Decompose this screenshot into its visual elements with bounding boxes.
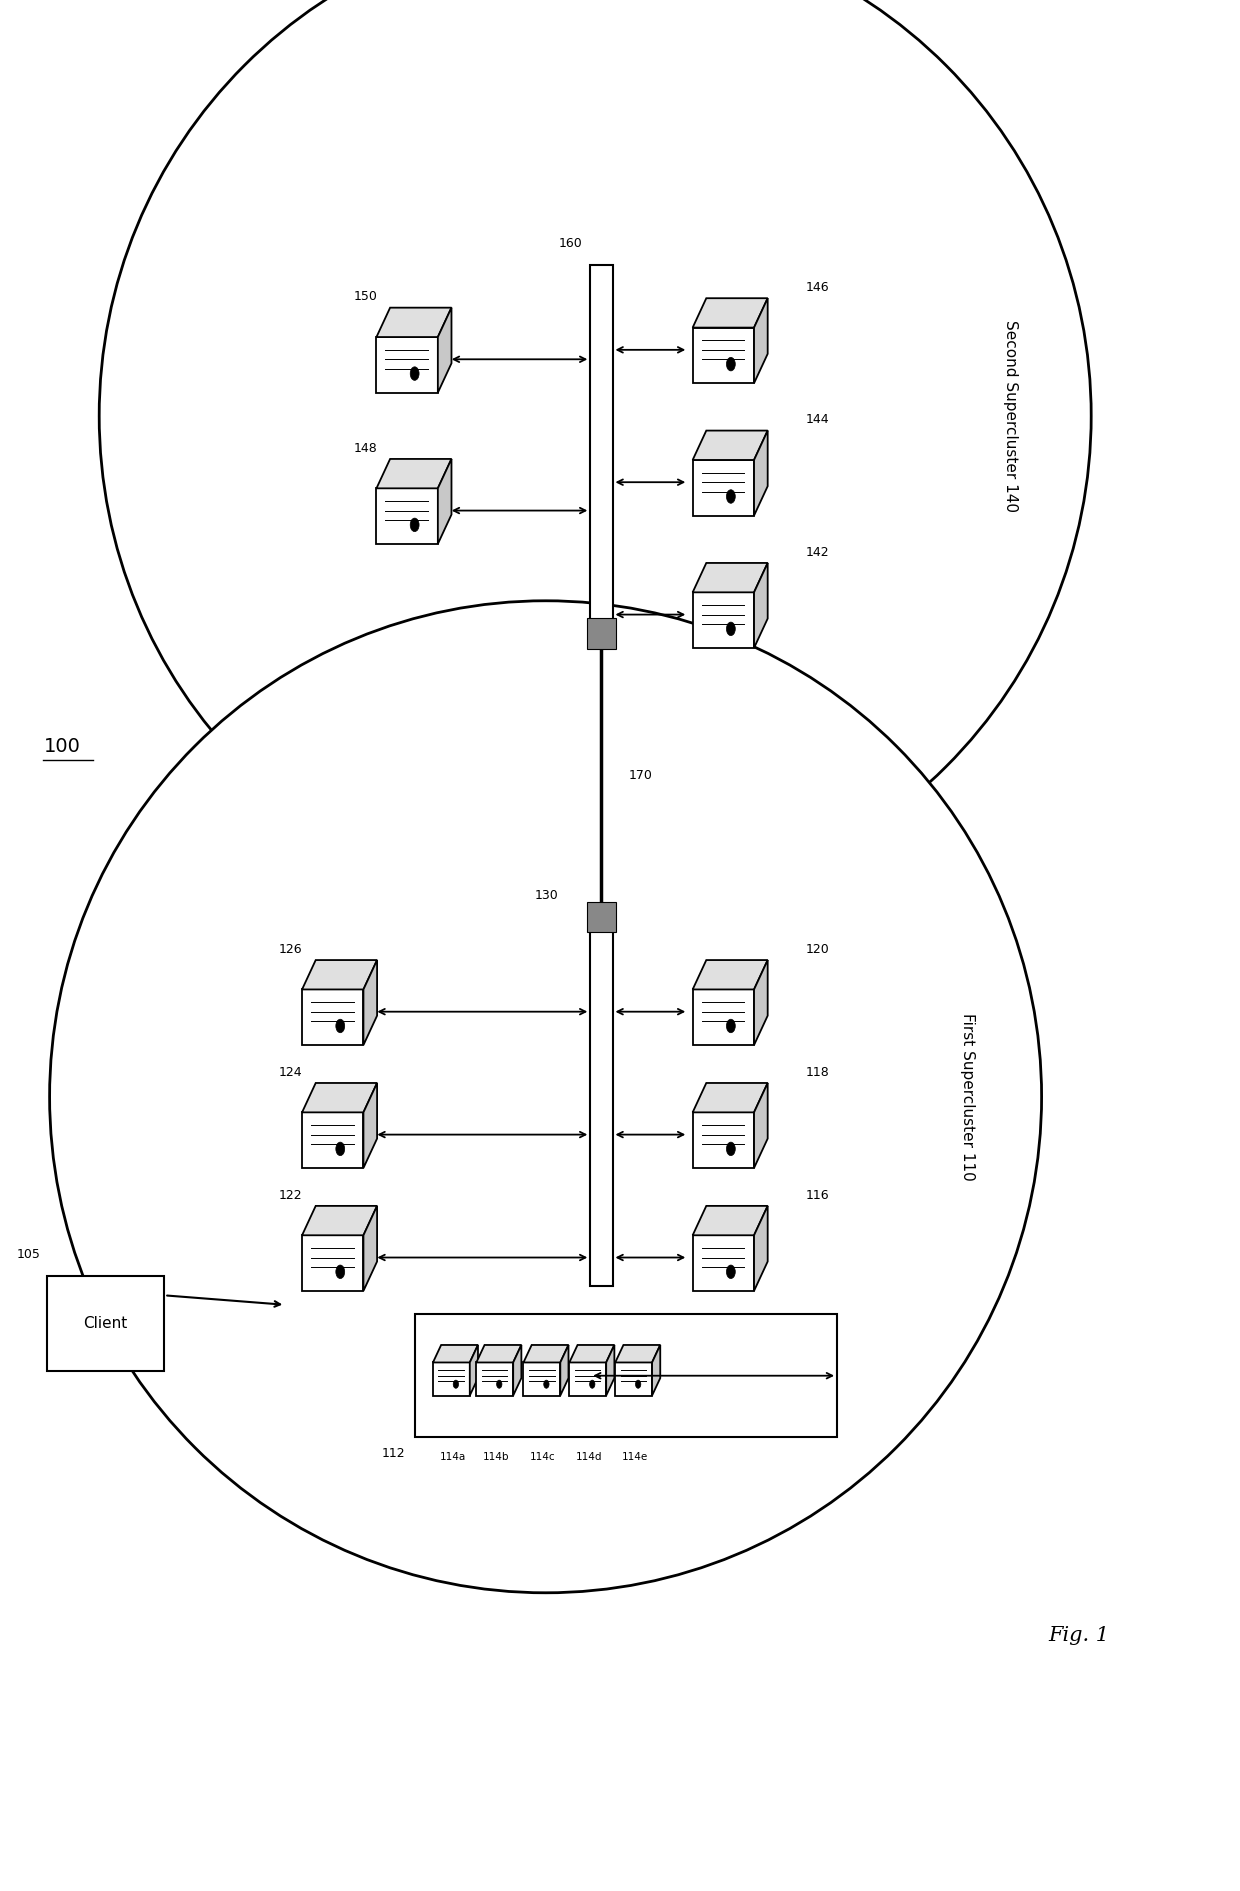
Text: 114a: 114a	[439, 1452, 466, 1462]
Text: 116: 116	[806, 1189, 830, 1201]
Polygon shape	[303, 1235, 363, 1292]
Polygon shape	[377, 337, 438, 393]
Text: 144: 144	[806, 414, 830, 425]
Polygon shape	[754, 961, 768, 1046]
Polygon shape	[693, 1206, 768, 1235]
Text: 112: 112	[382, 1447, 405, 1460]
Text: 142: 142	[806, 546, 830, 558]
Text: 160: 160	[559, 236, 583, 250]
Text: 114b: 114b	[482, 1452, 510, 1462]
Polygon shape	[438, 308, 451, 393]
Polygon shape	[693, 431, 768, 460]
Polygon shape	[754, 1206, 768, 1292]
Bar	[590, 265, 613, 633]
Text: 148: 148	[353, 442, 377, 454]
Circle shape	[410, 367, 419, 380]
Polygon shape	[587, 902, 616, 932]
Text: 114c: 114c	[531, 1452, 556, 1462]
Text: 126: 126	[279, 944, 303, 955]
Polygon shape	[438, 460, 451, 545]
Polygon shape	[693, 961, 768, 989]
Text: 114e: 114e	[621, 1452, 649, 1462]
Text: 124: 124	[279, 1067, 303, 1078]
Bar	[415, 1314, 837, 1437]
Text: 114d: 114d	[575, 1452, 603, 1462]
Polygon shape	[476, 1345, 521, 1362]
Bar	[590, 917, 613, 1286]
Polygon shape	[303, 989, 363, 1046]
Polygon shape	[433, 1345, 477, 1362]
Circle shape	[336, 1142, 345, 1155]
Circle shape	[589, 1380, 595, 1388]
Polygon shape	[693, 1112, 754, 1169]
Circle shape	[410, 518, 419, 531]
Polygon shape	[303, 961, 377, 989]
Polygon shape	[615, 1362, 652, 1396]
Text: 100: 100	[43, 737, 81, 756]
Polygon shape	[303, 1206, 377, 1235]
Circle shape	[336, 1265, 345, 1278]
Polygon shape	[754, 1084, 768, 1169]
Circle shape	[727, 1142, 735, 1155]
Polygon shape	[606, 1345, 614, 1396]
Polygon shape	[754, 564, 768, 649]
Polygon shape	[693, 989, 754, 1046]
Text: 122: 122	[279, 1189, 303, 1201]
Text: 150: 150	[353, 291, 377, 303]
Polygon shape	[693, 460, 754, 516]
Bar	[47, 1276, 164, 1371]
Text: 120: 120	[806, 944, 830, 955]
Circle shape	[336, 1019, 345, 1032]
Polygon shape	[377, 460, 451, 488]
Polygon shape	[693, 592, 754, 649]
Polygon shape	[754, 431, 768, 516]
Polygon shape	[693, 299, 768, 327]
Ellipse shape	[50, 601, 1042, 1592]
Polygon shape	[693, 1235, 754, 1292]
Text: Client: Client	[83, 1316, 128, 1331]
Polygon shape	[523, 1345, 568, 1362]
Circle shape	[727, 1265, 735, 1278]
Text: Fig. 1: Fig. 1	[1048, 1626, 1110, 1645]
Polygon shape	[363, 961, 377, 1046]
Circle shape	[727, 1019, 735, 1032]
Circle shape	[635, 1380, 641, 1388]
Polygon shape	[560, 1345, 568, 1396]
Polygon shape	[523, 1362, 560, 1396]
Polygon shape	[652, 1345, 660, 1396]
Text: Second Supercluster 140: Second Supercluster 140	[1003, 320, 1018, 512]
Polygon shape	[587, 618, 616, 649]
Polygon shape	[377, 488, 438, 545]
Polygon shape	[476, 1362, 513, 1396]
Circle shape	[543, 1380, 549, 1388]
Polygon shape	[303, 1084, 377, 1112]
Polygon shape	[513, 1345, 521, 1396]
Polygon shape	[569, 1345, 614, 1362]
Text: 118: 118	[806, 1067, 830, 1078]
Circle shape	[727, 490, 735, 503]
Circle shape	[496, 1380, 502, 1388]
Polygon shape	[470, 1345, 477, 1396]
Polygon shape	[693, 564, 768, 592]
Polygon shape	[754, 299, 768, 384]
Text: 105: 105	[16, 1248, 41, 1261]
Polygon shape	[433, 1362, 470, 1396]
Polygon shape	[363, 1206, 377, 1292]
Circle shape	[453, 1380, 459, 1388]
Polygon shape	[693, 1084, 768, 1112]
Text: 130: 130	[534, 889, 558, 902]
Text: First Supercluster 110: First Supercluster 110	[960, 1014, 975, 1180]
Circle shape	[727, 357, 735, 371]
Ellipse shape	[99, 0, 1091, 911]
Circle shape	[727, 622, 735, 635]
Text: 146: 146	[806, 282, 830, 293]
Text: 170: 170	[629, 770, 652, 781]
Polygon shape	[363, 1084, 377, 1169]
Polygon shape	[615, 1345, 660, 1362]
Polygon shape	[569, 1362, 606, 1396]
Polygon shape	[377, 308, 451, 337]
Polygon shape	[303, 1112, 363, 1169]
Polygon shape	[693, 327, 754, 384]
